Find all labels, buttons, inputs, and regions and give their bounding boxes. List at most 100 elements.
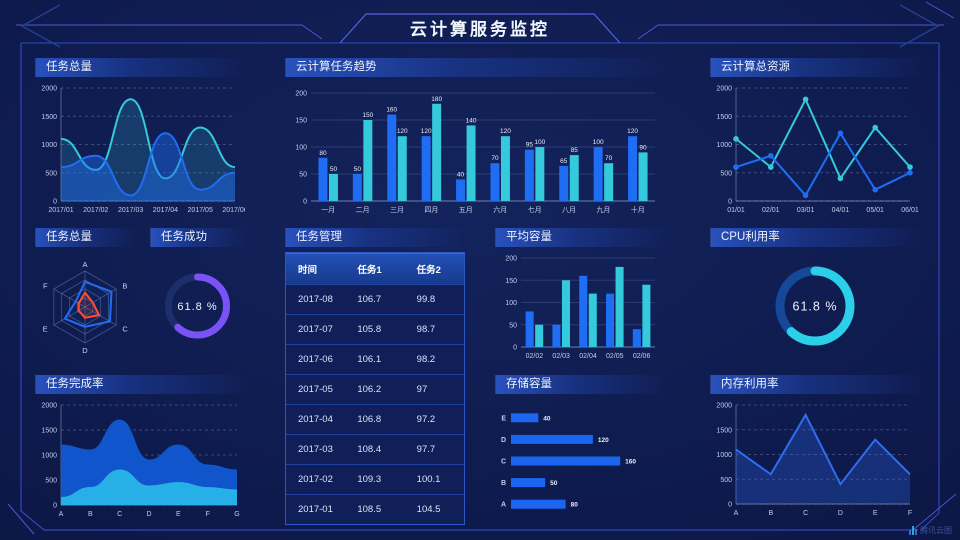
task-success-gauge: 61.8 % bbox=[150, 250, 245, 362]
svg-text:120: 120 bbox=[598, 437, 609, 444]
svg-text:F: F bbox=[206, 511, 210, 518]
svg-text:A: A bbox=[59, 511, 64, 518]
svg-text:100: 100 bbox=[593, 139, 604, 146]
svg-text:2017/02: 2017/02 bbox=[83, 207, 108, 214]
task-completion-stacked-area-chart: 0 500 1000 1500 2000 A B C D E F G bbox=[35, 397, 245, 519]
svg-text:500: 500 bbox=[720, 170, 732, 177]
svg-text:D: D bbox=[501, 437, 506, 444]
table-cell: 106.1 bbox=[357, 354, 382, 365]
task-trend-bar-chart: 0 50 100 150 200 一月 二月 三月 四月 五月 六月 七月 八月 九月 十月 80 50 160 1… bbox=[285, 80, 665, 216]
svg-text:F: F bbox=[43, 281, 48, 290]
table-cell: 106.2 bbox=[357, 384, 382, 395]
svg-text:B: B bbox=[122, 281, 127, 290]
svg-text:0: 0 bbox=[53, 199, 57, 206]
svg-text:50: 50 bbox=[550, 480, 558, 487]
panel-task-trend: 云计算任务趋势 0 50 100 150 200 一月 二月 三月 四月 五月 六月 七月 八月 九月 十月… bbox=[285, 58, 665, 216]
table-cell: 99.8 bbox=[416, 294, 436, 305]
svg-text:140: 140 bbox=[466, 117, 477, 124]
svg-text:1000: 1000 bbox=[41, 142, 57, 149]
panel-title-cloud-resources: 云计算总资源 bbox=[710, 58, 920, 77]
table-row: 2017-01 108.5 104.5 bbox=[286, 495, 464, 524]
brand-icon bbox=[909, 526, 917, 535]
svg-text:85: 85 bbox=[571, 147, 579, 154]
svg-text:二月: 二月 bbox=[356, 206, 370, 214]
panel-title-text: 任务成功 bbox=[161, 231, 207, 243]
panel-title-text: 存储容量 bbox=[506, 378, 552, 390]
svg-text:八月: 八月 bbox=[562, 206, 576, 214]
svg-text:04/01: 04/01 bbox=[832, 207, 850, 214]
svg-text:02/05: 02/05 bbox=[606, 353, 624, 360]
brand-text: 腾讯云图 bbox=[920, 526, 952, 535]
svg-text:三月: 三月 bbox=[390, 206, 404, 214]
table-cell: 105.8 bbox=[357, 324, 382, 335]
svg-text:D: D bbox=[146, 511, 151, 518]
svg-text:95: 95 bbox=[526, 142, 534, 149]
svg-text:03/01: 03/01 bbox=[797, 207, 815, 214]
svg-text:0: 0 bbox=[728, 502, 732, 509]
svg-text:1000: 1000 bbox=[716, 452, 732, 459]
svg-text:120: 120 bbox=[500, 128, 511, 135]
svg-text:500: 500 bbox=[720, 477, 732, 484]
svg-text:十月: 十月 bbox=[631, 205, 645, 214]
table-row: 2017-06 106.1 98.2 bbox=[286, 345, 464, 375]
svg-text:A: A bbox=[82, 260, 87, 269]
svg-text:180: 180 bbox=[431, 96, 442, 103]
panel-task-total-line: 任务总量 0 500 1000 1500 2000 2017/01 2017/02 2017/… bbox=[35, 58, 248, 216]
svg-text:D: D bbox=[838, 510, 843, 517]
svg-text:200: 200 bbox=[505, 256, 517, 263]
panel-title-text: CPU利用率 bbox=[721, 231, 780, 243]
svg-text:五月: 五月 bbox=[459, 206, 473, 214]
svg-text:200: 200 bbox=[295, 91, 307, 98]
svg-text:02/06: 02/06 bbox=[633, 353, 651, 360]
svg-text:0: 0 bbox=[53, 503, 57, 510]
svg-text:50: 50 bbox=[330, 166, 338, 173]
svg-text:01/01: 01/01 bbox=[727, 207, 745, 214]
svg-text:四月: 四月 bbox=[424, 206, 438, 214]
svg-text:B: B bbox=[88, 511, 93, 518]
svg-text:2000: 2000 bbox=[41, 86, 57, 93]
svg-text:1500: 1500 bbox=[716, 114, 732, 121]
svg-text:120: 120 bbox=[421, 128, 432, 135]
memory-line-chart: 0 500 1000 1500 2000 A B C D E F bbox=[710, 397, 920, 519]
cpu-usage-gauge: 61.8 % bbox=[710, 250, 920, 362]
panel-task-success: 任务成功 61.8 % bbox=[150, 228, 245, 362]
storage-hbar-chart: E 40 D 120 C 160 B 50 A 80 bbox=[495, 397, 665, 519]
svg-text:40: 40 bbox=[457, 171, 465, 178]
svg-text:1500: 1500 bbox=[41, 428, 57, 435]
table-header-cell: 时间 bbox=[298, 265, 318, 276]
panel-title-text: 内存利用率 bbox=[721, 378, 779, 390]
svg-text:90: 90 bbox=[639, 144, 647, 151]
brand-logo: 腾讯云图 bbox=[909, 525, 952, 536]
table-cell: 2017-05 bbox=[298, 384, 333, 395]
svg-text:80: 80 bbox=[571, 502, 579, 509]
svg-text:A: A bbox=[734, 510, 739, 517]
svg-text:0: 0 bbox=[728, 199, 732, 206]
table-cell: 2017-03 bbox=[298, 444, 333, 455]
table-cell: 104.5 bbox=[416, 504, 441, 515]
table-cell: 2017-02 bbox=[298, 474, 333, 485]
svg-text:0: 0 bbox=[513, 345, 517, 352]
table-cell: 2017-07 bbox=[298, 324, 333, 335]
table-cell: 97.2 bbox=[416, 414, 436, 425]
panel-title-text: 云计算任务趋势 bbox=[296, 61, 377, 73]
panel-task-completion: 任务完成率 0 500 1000 1500 2000 A B C D E F G bbox=[35, 375, 245, 519]
svg-text:1000: 1000 bbox=[716, 142, 732, 149]
svg-text:D: D bbox=[82, 346, 88, 355]
svg-text:E: E bbox=[873, 510, 878, 517]
svg-text:160: 160 bbox=[625, 459, 636, 466]
svg-text:E: E bbox=[501, 415, 506, 422]
svg-text:50: 50 bbox=[299, 172, 307, 179]
svg-text:500: 500 bbox=[45, 170, 57, 177]
panel-task-radar: 任务总量 A B C D E F bbox=[35, 228, 135, 362]
panel-task-table: 任务管理 时间 任务1 任务2 2017-08 106.7 99.8 2017-07 105.… bbox=[285, 228, 465, 525]
svg-text:61.8 %: 61.8 % bbox=[793, 299, 838, 313]
panel-memory: 内存利用率 0 500 1000 1500 2000 A B C D E F bbox=[710, 375, 920, 519]
panel-title-text: 任务总量 bbox=[46, 231, 92, 243]
panel-title-text: 任务管理 bbox=[296, 231, 342, 243]
table-row: 2017-02 109.3 100.1 bbox=[286, 465, 464, 495]
table-cell: 108.4 bbox=[357, 444, 382, 455]
svg-text:一月: 一月 bbox=[321, 206, 335, 214]
svg-text:06/01: 06/01 bbox=[901, 207, 919, 214]
cloud-resources-line-chart: 0 500 1000 1500 2000 01/01 02/01 03/01 04/01 05/0… bbox=[710, 80, 920, 216]
